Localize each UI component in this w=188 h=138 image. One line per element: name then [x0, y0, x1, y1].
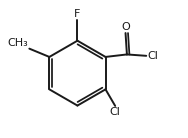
Text: Cl: Cl	[147, 51, 158, 61]
Text: O: O	[121, 22, 130, 32]
Text: CH₃: CH₃	[8, 38, 29, 48]
Text: F: F	[74, 9, 81, 19]
Text: Cl: Cl	[110, 107, 121, 117]
